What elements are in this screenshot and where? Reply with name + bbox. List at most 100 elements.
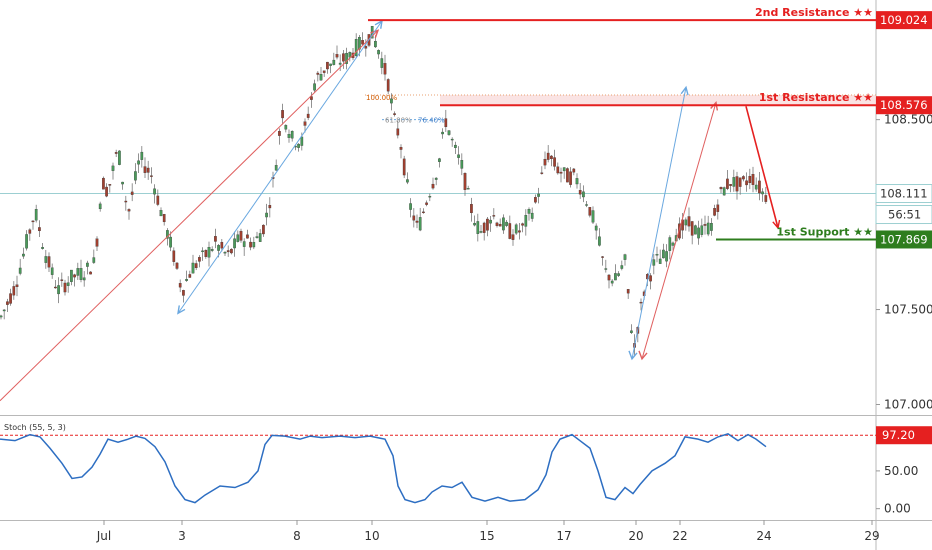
candle-body xyxy=(434,177,438,180)
candle-body xyxy=(492,215,496,217)
candle-body xyxy=(89,271,92,275)
candle-body xyxy=(444,118,448,128)
fib-label-100: 100.00% xyxy=(366,94,397,102)
candle-body xyxy=(226,250,230,253)
candle-body xyxy=(527,209,531,214)
candle-body xyxy=(569,171,572,185)
candle-body xyxy=(742,176,745,180)
candle-body xyxy=(265,212,268,218)
candle-body xyxy=(313,83,316,91)
level-price-label: 109.024 xyxy=(880,13,928,27)
trend-arrow-tail xyxy=(177,305,186,315)
candle-body xyxy=(518,230,521,233)
candle-body xyxy=(710,223,713,231)
candle-body xyxy=(543,158,547,166)
fib-label-764: 76.40% xyxy=(418,117,445,125)
time-tick-label: 29 xyxy=(864,529,879,543)
candle-body xyxy=(268,205,272,209)
candle-body xyxy=(700,225,704,235)
candle-body xyxy=(38,227,41,232)
candle-body xyxy=(735,176,739,192)
level-name: 2nd Resistance ★★ xyxy=(755,6,873,19)
candle-body xyxy=(623,254,627,260)
trend-arrow xyxy=(0,30,379,402)
candle-body xyxy=(726,178,729,189)
candle-body xyxy=(111,165,115,171)
price-tick-label: 107.500 xyxy=(884,303,932,317)
candle-body xyxy=(553,157,556,167)
level-price-box xyxy=(876,11,932,30)
candle-body xyxy=(34,209,38,221)
candle-body xyxy=(274,165,278,171)
level-name: 1st Resistance ★★ xyxy=(759,91,873,104)
candle-body xyxy=(258,233,262,242)
candle-body xyxy=(217,245,220,251)
candle-body xyxy=(140,151,144,160)
candle-body xyxy=(511,234,515,240)
candle-body xyxy=(47,256,51,268)
candle-body xyxy=(748,175,752,184)
trend-arrow xyxy=(745,106,779,229)
candle-body xyxy=(562,167,566,172)
candle-body xyxy=(6,301,9,305)
candle-body xyxy=(210,249,214,251)
candle-body xyxy=(566,168,569,183)
trend-arrow-head xyxy=(772,219,781,230)
candle-body xyxy=(108,184,112,186)
candle-body xyxy=(121,181,124,185)
candle-body xyxy=(79,268,83,280)
candle-body xyxy=(118,150,121,165)
candle-body xyxy=(252,242,256,248)
candle-body xyxy=(297,143,300,148)
time-tick-label: 15 xyxy=(479,529,494,543)
candle-body xyxy=(396,128,400,136)
candle-body xyxy=(124,200,128,203)
candle-body xyxy=(754,184,758,190)
candle-body xyxy=(358,37,361,50)
level-price-box xyxy=(876,230,932,249)
time-tick-label: 22 xyxy=(672,529,687,543)
trend-arrow-head xyxy=(710,101,719,111)
candle-body xyxy=(364,46,368,49)
candle-body xyxy=(319,74,323,81)
candle-body xyxy=(386,79,390,92)
stoch-line xyxy=(0,433,767,504)
level-price-box xyxy=(876,96,932,115)
candle-body xyxy=(598,236,601,246)
candle-body xyxy=(76,268,80,276)
candle-body xyxy=(66,282,70,286)
candle-body xyxy=(28,229,32,234)
candle-body xyxy=(406,179,409,183)
candle-body xyxy=(60,279,64,281)
candle-body xyxy=(537,193,540,197)
candle-body xyxy=(178,283,182,288)
candle-body xyxy=(438,158,441,162)
candle-body xyxy=(687,216,691,227)
candle-body xyxy=(95,238,99,247)
candle-body xyxy=(578,190,582,195)
candle-body xyxy=(626,289,630,294)
candle-body xyxy=(690,221,694,236)
candle-body xyxy=(486,218,489,231)
candle-body xyxy=(422,211,425,214)
candle-body xyxy=(25,234,28,249)
candle-body xyxy=(326,61,329,70)
candle-body xyxy=(290,130,294,139)
stoch-tick-label: 0.00 xyxy=(884,502,911,516)
level-price-label: 108.576 xyxy=(880,98,928,112)
candle-body xyxy=(0,315,3,318)
fib-zone xyxy=(440,94,876,106)
candle-body xyxy=(239,230,243,241)
candle-body xyxy=(463,173,467,190)
time-tick-label: 3 xyxy=(178,529,186,543)
candle-body xyxy=(175,262,179,269)
stoch-level-label: 97.20 xyxy=(882,428,915,442)
trend-arrow-tail xyxy=(628,350,638,361)
candle-body xyxy=(63,282,67,293)
candle-body xyxy=(41,247,44,249)
candle-body xyxy=(377,50,380,55)
candle-body xyxy=(342,53,345,62)
trend-arrow xyxy=(641,102,717,360)
